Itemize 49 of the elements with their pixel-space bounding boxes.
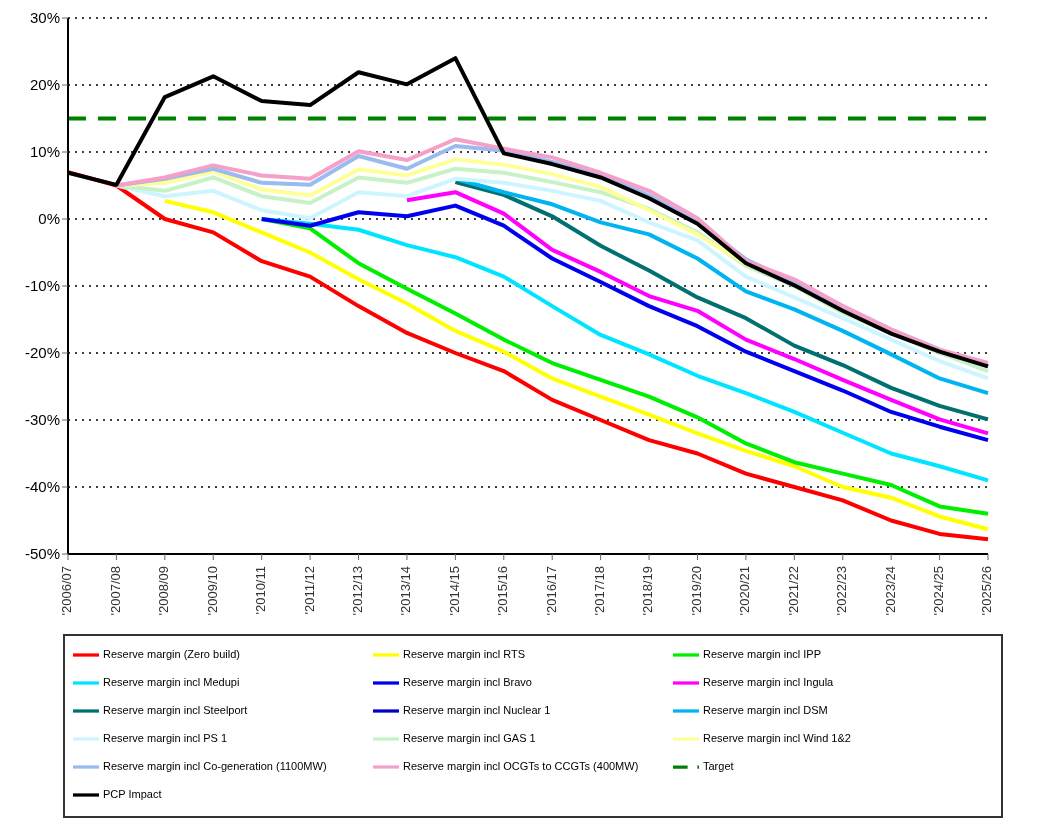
line-series xyxy=(404,190,990,436)
line-series xyxy=(162,198,990,532)
line-series xyxy=(259,203,990,443)
x-tick-label: '2008/09 xyxy=(156,566,172,616)
legend-label: Reserve margin incl Wind 1&2 xyxy=(703,731,851,744)
x-tick-label: '2013/14 xyxy=(398,566,414,616)
x-tick-label: '2012/13 xyxy=(349,566,365,616)
y-tick-label: -20% xyxy=(24,344,60,362)
y-tick-label: 0% xyxy=(38,210,60,228)
y-tick-label: 30% xyxy=(29,9,60,27)
x-tick-label: '2019/20 xyxy=(688,566,704,616)
legend-label: Reserve margin incl Steelport xyxy=(103,703,248,716)
x-tick-label: '2024/25 xyxy=(931,566,947,616)
legend-label: PCP Impact xyxy=(103,787,162,800)
legend-label: Reserve margin incl Bravo xyxy=(403,675,532,688)
y-tick-label: 20% xyxy=(29,76,60,94)
x-tick-label: '2025/26 xyxy=(979,566,995,616)
legend-label: Reserve margin incl RTS xyxy=(403,647,526,660)
x-tick-label: '2006/07 xyxy=(59,566,75,616)
x-tick-label: '2022/23 xyxy=(834,566,850,616)
y-tick-label: -50% xyxy=(24,545,60,563)
x-tick-label: '2016/17 xyxy=(543,566,559,616)
y-tick-label: -40% xyxy=(24,478,60,496)
legend-label: Reserve margin incl Co-generation (1100MW) xyxy=(103,759,327,772)
legend-label: Reserve margin incl PS 1 xyxy=(103,731,228,744)
legend-label: Reserve margin incl Medupi xyxy=(103,675,240,688)
legend-label: Reserve margin incl OCGTs to CCGTs (400MW) xyxy=(403,759,639,772)
x-tick-label: '2007/08 xyxy=(107,566,123,616)
legend-label: Reserve margin incl GAS 1 xyxy=(403,731,536,744)
x-tick-label: '2009/10 xyxy=(204,566,220,616)
legend-label: Reserve margin incl DSM xyxy=(703,703,828,716)
legend-label: Target xyxy=(703,759,734,772)
x-tick-label: '2018/19 xyxy=(640,566,656,616)
legend-label: Reserve margin (Zero build) xyxy=(103,647,240,660)
x-tick-label: '2023/24 xyxy=(882,566,898,616)
x-tick-label: '2017/18 xyxy=(592,566,608,616)
x-tick-label: '2021/22 xyxy=(785,566,801,616)
x-tick-label: '2015/16 xyxy=(495,566,511,616)
line-series xyxy=(66,170,990,542)
legend-label: Reserve margin incl IPP xyxy=(703,647,821,660)
x-tick-label: '2010/11 xyxy=(253,566,269,615)
y-tick-label: -30% xyxy=(24,411,60,429)
y-tick-label: -10% xyxy=(24,277,60,295)
x-tick-label: '2020/21 xyxy=(737,566,753,616)
legend-label: Reserve margin incl Nuclear 1 xyxy=(403,703,551,716)
y-tick-label: 10% xyxy=(29,143,60,161)
x-tick-label: '2014/15 xyxy=(446,566,462,616)
x-tick-label: '2011/12 xyxy=(301,566,317,615)
legend-label: Reserve margin incl Ingula xyxy=(703,675,834,688)
